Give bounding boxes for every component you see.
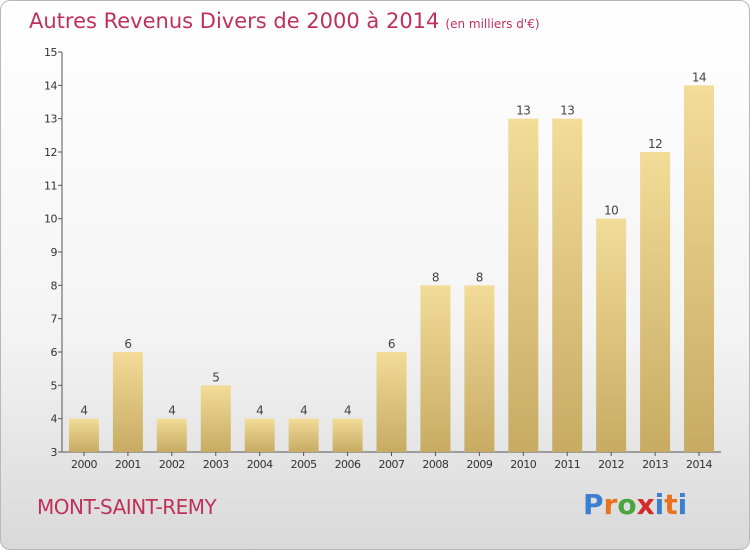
bar (156, 418, 187, 452)
data-label: 5 (212, 370, 219, 384)
proxiti-logo: Proxiti (583, 488, 687, 521)
y-tick-label: 14 (44, 79, 57, 92)
x-tick-label: 2001 (115, 458, 141, 471)
bar (112, 352, 143, 452)
bar (464, 285, 495, 452)
x-tick-label: 2005 (291, 458, 317, 471)
y-tick-label: 10 (44, 213, 57, 226)
y-tick-label: 4 (51, 413, 58, 426)
data-label: 4 (300, 404, 307, 418)
data-label: 4 (168, 404, 175, 418)
x-tick-label: 2002 (159, 458, 185, 471)
bar (68, 418, 99, 452)
logo-letter: P (583, 488, 604, 521)
x-tick-label: 2003 (203, 458, 229, 471)
data-label: 6 (124, 337, 131, 351)
data-label: 4 (256, 404, 263, 418)
data-label: 12 (648, 137, 662, 151)
x-tick-label: 2012 (598, 458, 624, 471)
data-label: 6 (388, 337, 395, 351)
data-label: 8 (432, 270, 439, 284)
y-tick-label: 7 (51, 313, 58, 326)
x-tick-label: 2014 (686, 458, 712, 471)
bar (640, 152, 671, 452)
bar (684, 85, 715, 452)
bar (508, 118, 539, 453)
commune-name: MONT-SAINT-REMY (37, 495, 217, 519)
y-tick-label: 15 (44, 46, 57, 59)
x-tick-label: 2006 (335, 458, 361, 471)
x-tick-label: 2011 (554, 458, 580, 471)
x-tick-label: 2010 (510, 458, 536, 471)
y-tick-label: 3 (51, 446, 58, 459)
x-tick-label: 2009 (466, 458, 492, 471)
data-label: 4 (80, 404, 87, 418)
title-text: Autres Revenus Divers de 2000 à 2014 (29, 9, 440, 33)
bar (596, 218, 627, 452)
x-tick-label: 2004 (247, 458, 273, 471)
logo-letter: r (603, 488, 618, 521)
data-label: 4 (344, 404, 351, 418)
data-label: 13 (516, 104, 530, 118)
x-tick-label: 2000 (71, 458, 97, 471)
logo-letter: i (654, 488, 665, 521)
title-unit: (en milliers d'€) (445, 17, 540, 31)
bar (200, 385, 231, 452)
bar (288, 418, 319, 452)
y-tick-label: 5 (51, 379, 58, 392)
data-label: 8 (476, 270, 483, 284)
logo-letter: i (677, 488, 688, 521)
x-tick-label: 2007 (379, 458, 405, 471)
data-label: 13 (560, 104, 574, 118)
logo-letter: t (664, 488, 678, 521)
bar (420, 285, 451, 452)
logo-letter: o (617, 488, 637, 521)
bar (332, 418, 363, 452)
y-tick-label: 12 (44, 146, 57, 159)
data-label: 10 (604, 204, 618, 218)
y-tick-label: 8 (51, 279, 58, 292)
data-label: 14 (692, 70, 706, 84)
x-tick-label: 2013 (642, 458, 668, 471)
chart-title: Autres Revenus Divers de 2000 à 2014 (en … (29, 9, 540, 33)
y-tick-label: 6 (51, 346, 58, 359)
bar (376, 352, 407, 452)
x-tick-label: 2008 (422, 458, 448, 471)
logo-letter: x (636, 488, 655, 521)
bar (552, 118, 583, 453)
bar (244, 418, 275, 452)
y-tick-label: 13 (44, 113, 57, 126)
y-tick-label: 11 (44, 179, 57, 192)
y-tick-label: 9 (51, 246, 58, 259)
